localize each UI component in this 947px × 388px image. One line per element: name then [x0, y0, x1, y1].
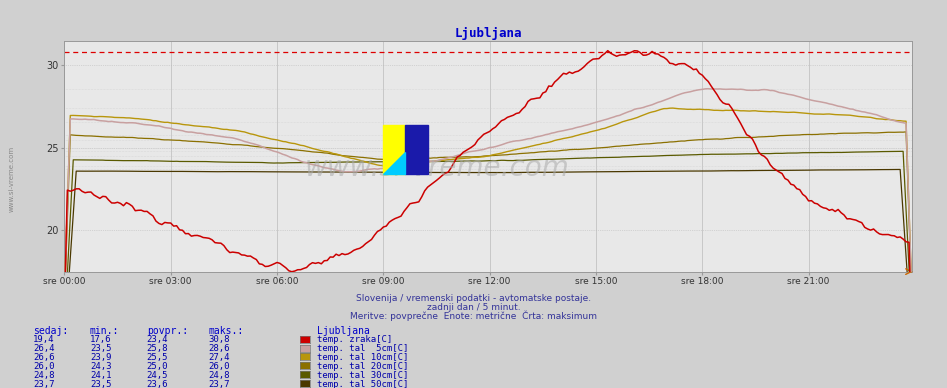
Text: 19,4: 19,4 — [33, 335, 55, 344]
Text: 27,4: 27,4 — [208, 353, 230, 362]
Text: 23,9: 23,9 — [90, 353, 112, 362]
Text: www.si-vreme.com: www.si-vreme.com — [305, 154, 570, 182]
Text: 28,6: 28,6 — [208, 344, 230, 353]
Text: maks.:: maks.: — [208, 326, 243, 336]
Text: povpr.:: povpr.: — [147, 326, 188, 336]
Text: 24,8: 24,8 — [33, 371, 55, 380]
Text: min.:: min.: — [90, 326, 119, 336]
Text: 23,5: 23,5 — [90, 379, 112, 388]
Title: Ljubljana: Ljubljana — [455, 26, 522, 40]
Polygon shape — [384, 152, 405, 174]
Text: 24,3: 24,3 — [90, 362, 112, 371]
Text: 30,8: 30,8 — [208, 335, 230, 344]
Text: 23,6: 23,6 — [147, 379, 169, 388]
Text: 23,4: 23,4 — [147, 335, 169, 344]
Text: temp. tal 30cm[C]: temp. tal 30cm[C] — [317, 371, 408, 380]
Text: sedaj:: sedaj: — [33, 326, 68, 336]
Text: 23,7: 23,7 — [208, 379, 230, 388]
Text: temp. tal 20cm[C]: temp. tal 20cm[C] — [317, 362, 408, 371]
Text: Slovenija / vremenski podatki - avtomatske postaje.: Slovenija / vremenski podatki - avtomats… — [356, 294, 591, 303]
Polygon shape — [405, 125, 428, 174]
Text: temp. tal 50cm[C]: temp. tal 50cm[C] — [317, 379, 408, 388]
Text: www.si-vreme.com: www.si-vreme.com — [9, 146, 14, 211]
Text: temp. tal  5cm[C]: temp. tal 5cm[C] — [317, 344, 408, 353]
Text: 26,6: 26,6 — [33, 353, 55, 362]
Text: 23,7: 23,7 — [33, 379, 55, 388]
Text: 25,8: 25,8 — [147, 344, 169, 353]
Text: Meritve: povprečne  Enote: metrične  Črta: maksimum: Meritve: povprečne Enote: metrične Črta:… — [350, 310, 597, 321]
Text: 25,0: 25,0 — [147, 362, 169, 371]
Text: Ljubljana: Ljubljana — [317, 326, 370, 336]
Text: 26,0: 26,0 — [33, 362, 55, 371]
Text: 23,5: 23,5 — [90, 344, 112, 353]
Text: 24,5: 24,5 — [147, 371, 169, 380]
Text: zadnji dan / 5 minut.: zadnji dan / 5 minut. — [427, 303, 520, 312]
Polygon shape — [384, 125, 405, 174]
Text: 26,4: 26,4 — [33, 344, 55, 353]
Text: 25,5: 25,5 — [147, 353, 169, 362]
Text: 24,1: 24,1 — [90, 371, 112, 380]
Text: 26,0: 26,0 — [208, 362, 230, 371]
Text: temp. tal 10cm[C]: temp. tal 10cm[C] — [317, 353, 408, 362]
Text: 24,8: 24,8 — [208, 371, 230, 380]
Text: 17,6: 17,6 — [90, 335, 112, 344]
Text: temp. zraka[C]: temp. zraka[C] — [317, 335, 392, 344]
